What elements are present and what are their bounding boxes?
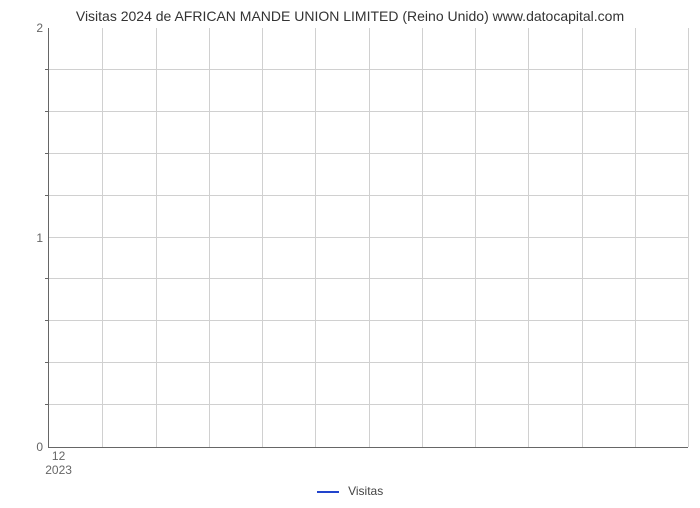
plot-wrap: 012122023 — [48, 28, 688, 448]
ytick-label: 2 — [36, 21, 49, 35]
ytick-minor — [45, 69, 49, 70]
ytick-minor — [45, 278, 49, 279]
gridline-vertical — [209, 28, 210, 447]
xtick-label-year: 2023 — [45, 463, 72, 477]
gridline-vertical — [582, 28, 583, 447]
plot-area: 012122023 — [48, 28, 688, 448]
ytick-minor — [45, 320, 49, 321]
ytick-label: 1 — [36, 231, 49, 245]
gridline-vertical — [688, 28, 689, 447]
xtick-label: 122023 — [45, 447, 72, 478]
chart-container: Visitas 2024 de AFRICAN MANDE UNION LIMI… — [0, 8, 700, 508]
gridline-vertical — [156, 28, 157, 447]
gridline-vertical — [315, 28, 316, 447]
xtick-label-month: 12 — [45, 449, 72, 463]
ytick-minor — [45, 404, 49, 405]
legend-swatch — [317, 491, 339, 493]
ytick-minor — [45, 362, 49, 363]
gridline-vertical — [422, 28, 423, 447]
legend: Visitas — [0, 484, 700, 498]
gridline-vertical — [635, 28, 636, 447]
gridline-vertical — [369, 28, 370, 447]
gridline-vertical — [262, 28, 263, 447]
ytick-minor — [45, 111, 49, 112]
chart-title: Visitas 2024 de AFRICAN MANDE UNION LIMI… — [0, 8, 700, 24]
gridline-vertical — [102, 28, 103, 447]
gridline-vertical — [528, 28, 529, 447]
legend-label: Visitas — [348, 484, 383, 498]
gridline-vertical — [475, 28, 476, 447]
ytick-minor — [45, 153, 49, 154]
ytick-minor — [45, 195, 49, 196]
